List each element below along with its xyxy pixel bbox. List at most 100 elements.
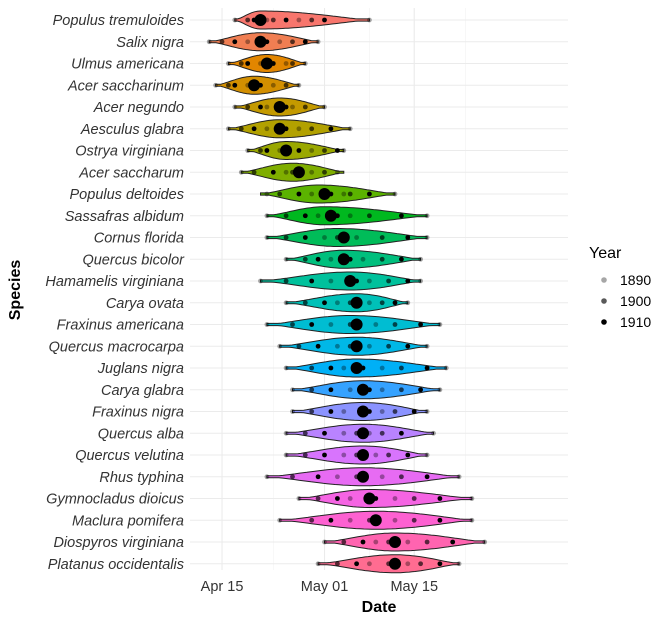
data-point [424, 365, 430, 371]
y-tick-label: Aesculus glabra [80, 122, 184, 138]
data-point [354, 561, 359, 567]
data-point [347, 213, 353, 219]
data-point [264, 474, 270, 480]
data-point [405, 235, 411, 240]
data-point [264, 148, 270, 153]
median-point [248, 79, 261, 92]
data-point [418, 322, 423, 327]
y-tick-label: Quercus velutina [75, 448, 184, 464]
y-tick-label: Rhus typhina [99, 470, 184, 486]
data-point [283, 213, 289, 219]
data-point [309, 387, 315, 393]
x-axis-tick-labels: Apr 15 May 01 May 15 [201, 579, 438, 595]
data-point [405, 561, 411, 567]
data-point [328, 256, 334, 262]
data-point [392, 496, 398, 501]
data-point [302, 256, 308, 262]
data-point [367, 17, 372, 23]
y-tick-label: Carya glabra [101, 383, 184, 399]
data-point [424, 409, 430, 414]
median-point [254, 35, 267, 48]
data-point [456, 474, 462, 480]
data-point [309, 365, 315, 371]
data-point [379, 235, 385, 240]
data-point [232, 104, 238, 110]
median-point [357, 427, 369, 440]
data-point [245, 39, 251, 45]
data-point [270, 169, 276, 175]
median-point [280, 144, 293, 157]
data-point [469, 517, 475, 523]
data-point [245, 17, 251, 23]
y-tick-label: Salix nigra [116, 35, 184, 51]
data-point [226, 61, 231, 66]
x-axis-title: Date [362, 599, 397, 616]
data-point [302, 235, 308, 240]
data-point [264, 104, 270, 110]
data-point [245, 104, 251, 110]
data-point [341, 148, 347, 153]
median-point [350, 296, 363, 309]
data-point [347, 191, 353, 197]
y-tick-label: Cornus florida [94, 231, 184, 247]
data-point [315, 474, 321, 480]
data-point [367, 300, 372, 306]
y-tick-label: Ostrya virginiana [75, 144, 184, 160]
data-point [335, 148, 340, 153]
data-point [367, 213, 372, 219]
y-tick-label: Populus deltoides [70, 187, 184, 203]
data-point [290, 61, 295, 66]
data-point [405, 343, 411, 349]
data-point [322, 148, 327, 153]
data-point [341, 539, 347, 545]
median-point [344, 275, 357, 287]
data-point [315, 561, 321, 567]
data-point [392, 517, 398, 523]
data-point [283, 300, 289, 306]
median-point [337, 253, 350, 266]
median-point [350, 362, 363, 374]
median-point [357, 470, 369, 483]
data-point [251, 169, 257, 175]
data-point [245, 148, 251, 153]
x-tick-label: Apr 15 [201, 579, 244, 595]
data-point [296, 148, 302, 153]
data-point [283, 256, 289, 262]
data-point [283, 278, 289, 284]
median-point [350, 318, 363, 331]
data-point [347, 517, 353, 523]
data-point [315, 343, 321, 349]
data-point [341, 452, 347, 458]
data-point [283, 235, 289, 240]
data-point [405, 278, 411, 284]
data-point [379, 365, 385, 371]
data-point [360, 256, 366, 262]
data-point [213, 82, 219, 88]
data-point [283, 17, 289, 23]
data-point [283, 82, 289, 88]
data-point [283, 61, 289, 66]
median-point [369, 514, 382, 527]
data-point [322, 300, 327, 306]
data-point [258, 278, 263, 284]
data-point [405, 452, 411, 458]
data-point [328, 409, 334, 414]
data-point [232, 82, 238, 88]
data-point [367, 278, 372, 284]
points-layer [206, 14, 488, 570]
data-point [322, 169, 327, 175]
data-point [354, 235, 359, 240]
data-point [283, 430, 289, 436]
data-point [328, 387, 334, 393]
median-point [292, 166, 305, 179]
data-point [335, 169, 340, 175]
y-tick-label: Hamamelis virginiana [45, 274, 184, 290]
data-point [424, 539, 430, 545]
data-point [379, 387, 385, 393]
data-point [232, 39, 238, 45]
data-point [335, 561, 340, 567]
data-point [315, 496, 321, 501]
median-point [350, 340, 363, 353]
data-point [264, 191, 270, 197]
data-point [399, 213, 404, 219]
